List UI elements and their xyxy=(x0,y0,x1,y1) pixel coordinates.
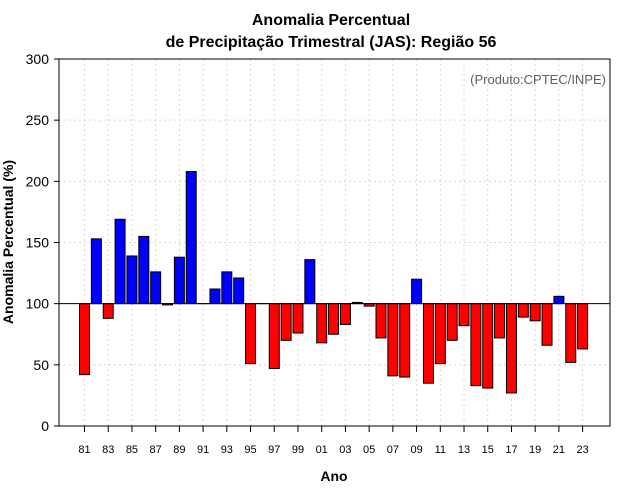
x-tick-label: 87 xyxy=(150,444,162,456)
bar-19 xyxy=(529,303,541,322)
x-tick-label: 93 xyxy=(221,444,233,456)
y-axis: 0 50 100 150 200 250 300 xyxy=(26,51,59,434)
bar-12 xyxy=(446,303,458,341)
bar-85 xyxy=(126,255,138,305)
bar-10 xyxy=(422,303,434,384)
x-axis: 81 83 85 87 89 91 93 95 97 99 01 03 05 07 09 11 13 15 17 19… xyxy=(78,426,589,456)
y-tick-label: 50 xyxy=(33,357,49,373)
y-tick-label: 0 xyxy=(41,418,49,434)
bar-07 xyxy=(387,303,399,377)
y-tick-label: 100 xyxy=(26,296,50,312)
bar-series xyxy=(79,171,589,394)
bar-83 xyxy=(102,303,114,319)
x-tick-label: 89 xyxy=(173,444,185,456)
bar-23 xyxy=(577,303,589,350)
bar-06 xyxy=(375,303,387,339)
bar-93 xyxy=(221,271,233,305)
y-tick-label: 200 xyxy=(26,173,50,189)
bar-11 xyxy=(434,303,446,365)
x-tick-label: 97 xyxy=(268,444,280,456)
x-tick-label: 23 xyxy=(576,444,588,456)
bar-87 xyxy=(150,271,162,305)
bar-89 xyxy=(173,256,185,305)
bar-18 xyxy=(517,303,529,318)
bar-09 xyxy=(411,278,423,305)
x-tick-label: 17 xyxy=(505,444,517,456)
x-tick-label: 07 xyxy=(387,444,399,456)
bar-90 xyxy=(185,171,197,305)
bar-95 xyxy=(245,303,257,365)
bar-20 xyxy=(541,303,553,346)
y-tick-label: 300 xyxy=(26,51,50,67)
bar-03 xyxy=(339,303,351,325)
x-tick-label: 99 xyxy=(292,444,304,456)
bar-84 xyxy=(114,218,126,305)
bar-97 xyxy=(268,303,280,370)
x-tick-label: 83 xyxy=(102,444,114,456)
x-tick-label: 01 xyxy=(316,444,328,456)
bar-17 xyxy=(505,303,517,394)
credit-label: (Produto:CPTEC/INPE) xyxy=(470,72,606,87)
bar-08 xyxy=(399,303,411,378)
x-tick-label: 91 xyxy=(197,444,209,456)
x-tick-label: 81 xyxy=(78,444,90,456)
bar-82 xyxy=(90,238,102,305)
bar-94 xyxy=(233,277,245,305)
bar-99 xyxy=(292,303,304,334)
bar-21 xyxy=(553,295,565,305)
bar-81 xyxy=(79,303,90,376)
x-tick-label: 05 xyxy=(363,444,375,456)
bar-14 xyxy=(470,303,482,387)
x-tick-label: 09 xyxy=(410,444,422,456)
chart-title-line2: de Precipitação Trimestral (JAS): Região… xyxy=(166,34,497,51)
y-axis-label: Anomalia Percentual (%) xyxy=(0,160,16,324)
chart-title-line1: Anomalia Percentual xyxy=(252,12,410,29)
y-tick-label: 150 xyxy=(26,235,50,251)
x-tick-label: 95 xyxy=(244,444,256,456)
x-tick-label: 85 xyxy=(126,444,138,456)
bar-22 xyxy=(565,303,577,363)
y-tick-label: 250 xyxy=(26,112,50,128)
x-tick-label: 21 xyxy=(553,444,565,456)
bar-15 xyxy=(482,303,494,389)
bar-92 xyxy=(209,288,221,305)
bar-02 xyxy=(328,303,340,335)
bar-86 xyxy=(138,235,150,305)
bar-13 xyxy=(458,303,470,327)
bar-16 xyxy=(494,303,506,339)
x-tick-label: 15 xyxy=(482,444,494,456)
x-tick-label: 13 xyxy=(458,444,470,456)
bar-01 xyxy=(316,303,328,344)
x-axis-label: Ano xyxy=(320,468,347,484)
x-tick-label: 19 xyxy=(529,444,541,456)
x-tick-label: 03 xyxy=(339,444,351,456)
bar-00 xyxy=(304,259,316,305)
bar-98 xyxy=(280,303,292,341)
x-tick-label: 11 xyxy=(435,444,446,456)
